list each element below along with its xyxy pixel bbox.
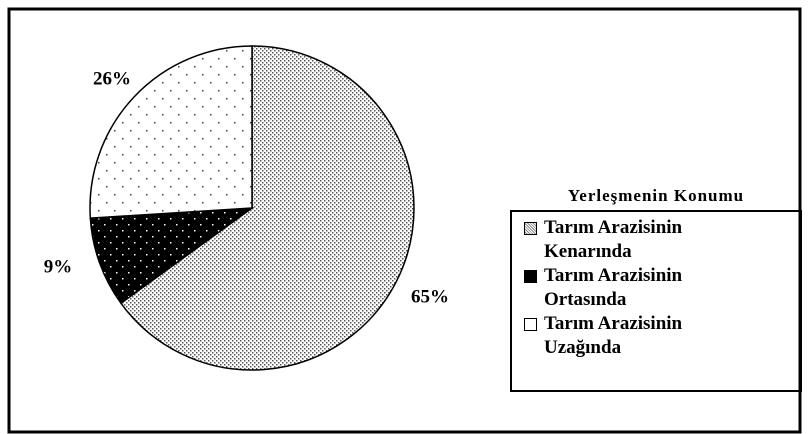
- legend: Tarım Arazisinin Kenarında Tarım Arazisin…: [510, 210, 802, 392]
- data-label: 9%: [44, 256, 73, 277]
- legend-swatch: [524, 222, 537, 235]
- legend-swatch: [524, 270, 537, 283]
- pie-slice: [119, 45, 415, 371]
- legend-label: Tarım Arazisinin Uzağında: [544, 313, 683, 358]
- legend-swatch: [524, 318, 537, 331]
- data-label: 65%: [411, 286, 449, 307]
- legend-item: Tarım Arazisinin Ortasında: [522, 264, 734, 312]
- legend-item: Tarım Arazisinin Kenarında: [522, 216, 734, 264]
- legend-label: Tarım Arazisinin Ortasında: [544, 265, 683, 310]
- pie-slice: [89, 45, 253, 219]
- pie-slice: [89, 207, 255, 305]
- legend-item: Tarım Arazisinin Uzağında: [522, 312, 734, 360]
- data-label: 26%: [93, 68, 131, 89]
- legend-title: Yerleşmenin Konumu: [567, 186, 745, 205]
- legend-label: Tarım Arazisinin Kenarında: [544, 217, 683, 262]
